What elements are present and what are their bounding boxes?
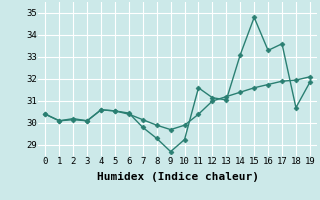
X-axis label: Humidex (Indice chaleur): Humidex (Indice chaleur) (97, 172, 259, 182)
